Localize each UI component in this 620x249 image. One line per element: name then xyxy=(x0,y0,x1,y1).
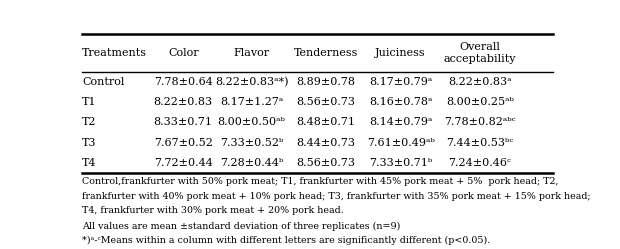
Text: 8.22±0.83ᵃ: 8.22±0.83ᵃ xyxy=(448,77,512,87)
Text: *)ᵃ-ᶜMeans within a column with different letters are significantly different (p: *)ᵃ-ᶜMeans within a column with differen… xyxy=(82,236,490,246)
Text: T4, frankfurter with 30% pork meat + 20% pork head.: T4, frankfurter with 30% pork meat + 20%… xyxy=(82,206,344,215)
Text: T2: T2 xyxy=(82,117,97,127)
Text: 7.72±0.44: 7.72±0.44 xyxy=(154,158,213,168)
Text: Flavor: Flavor xyxy=(234,48,270,58)
Text: Tenderness: Tenderness xyxy=(294,48,358,58)
Text: T4: T4 xyxy=(82,158,97,168)
Text: 8.22±0.83ᵃ*): 8.22±0.83ᵃ*) xyxy=(215,77,288,87)
Text: 8.17±0.79ᵃ: 8.17±0.79ᵃ xyxy=(369,77,432,87)
Text: 8.33±0.71: 8.33±0.71 xyxy=(154,117,213,127)
Text: 7.24±0.46ᶜ: 7.24±0.46ᶜ xyxy=(448,158,512,168)
Text: 7.33±0.71ᵇ: 7.33±0.71ᵇ xyxy=(369,158,432,168)
Text: 7.78±0.82ᵃᵇᶜ: 7.78±0.82ᵃᵇᶜ xyxy=(444,117,516,127)
Text: 7.44±0.53ᵇᶜ: 7.44±0.53ᵇᶜ xyxy=(446,137,513,147)
Text: 8.89±0.78: 8.89±0.78 xyxy=(296,77,356,87)
Text: Control: Control xyxy=(82,77,125,87)
Text: Color: Color xyxy=(168,48,198,58)
Text: T1: T1 xyxy=(82,97,97,107)
Text: 7.67±0.52: 7.67±0.52 xyxy=(154,137,213,147)
Text: 8.00±0.50ᵃᵇ: 8.00±0.50ᵃᵇ xyxy=(218,117,286,127)
Text: 8.48±0.71: 8.48±0.71 xyxy=(296,117,356,127)
Text: 7.78±0.64: 7.78±0.64 xyxy=(154,77,213,87)
Text: T3: T3 xyxy=(82,137,97,147)
Text: 8.56±0.73: 8.56±0.73 xyxy=(296,158,356,168)
Text: frankfurter with 40% pork meat + 10% pork head; T3, frankfurter with 35% pork me: frankfurter with 40% pork meat + 10% por… xyxy=(82,191,591,200)
Text: Overall
acceptability: Overall acceptability xyxy=(444,42,516,64)
Text: 8.44±0.73: 8.44±0.73 xyxy=(296,137,356,147)
Text: 8.16±0.78ᵃ: 8.16±0.78ᵃ xyxy=(369,97,432,107)
Text: All values are mean ±standard deviation of three replicates (n=9): All values are mean ±standard deviation … xyxy=(82,221,401,231)
Text: Juiciness: Juiciness xyxy=(375,48,426,58)
Text: 8.22±0.83: 8.22±0.83 xyxy=(154,97,213,107)
Text: 8.17±1.27ᵃ: 8.17±1.27ᵃ xyxy=(220,97,283,107)
Text: Treatments: Treatments xyxy=(82,48,148,58)
Text: 8.14±0.79ᵃ: 8.14±0.79ᵃ xyxy=(369,117,432,127)
Text: Control,frankfurter with 50% pork meat; T1, frankfurter with 45% pork meat + 5% : Control,frankfurter with 50% pork meat; … xyxy=(82,177,559,186)
Text: 8.56±0.73: 8.56±0.73 xyxy=(296,97,356,107)
Text: 7.33±0.52ᵇ: 7.33±0.52ᵇ xyxy=(220,137,283,147)
Text: 8.00±0.25ᵃᵇ: 8.00±0.25ᵃᵇ xyxy=(446,97,514,107)
Text: 7.61±0.49ᵃᵇ: 7.61±0.49ᵃᵇ xyxy=(367,137,435,147)
Text: 7.28±0.44ᵇ: 7.28±0.44ᵇ xyxy=(220,158,283,168)
